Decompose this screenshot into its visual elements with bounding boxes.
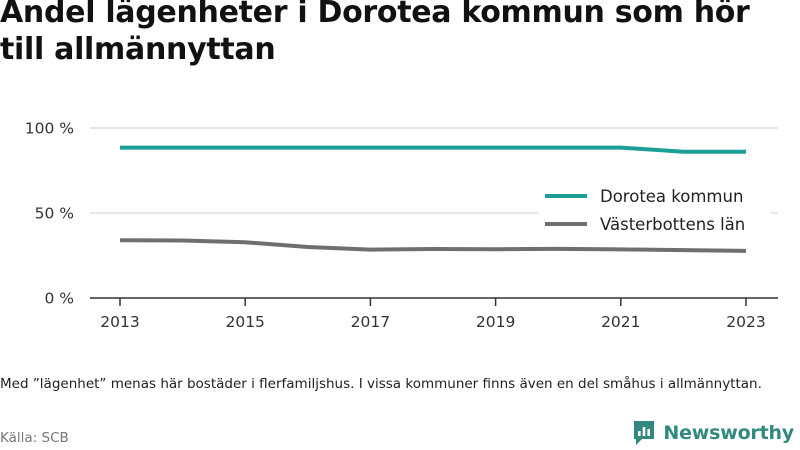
y-tick-label: 100 % bbox=[25, 120, 74, 138]
newsworthy-logo[interactable]: Newsworthy bbox=[632, 419, 794, 447]
y-tick-label: 50 % bbox=[35, 205, 74, 223]
legend-label: Västerbottens län bbox=[600, 215, 745, 234]
x-tick-label: 2015 bbox=[225, 313, 264, 331]
x-tick-label: 2023 bbox=[726, 313, 765, 331]
chart-title: Andel lägenheter i Dorotea kommun som hö… bbox=[0, 0, 750, 67]
source-label: Källa: SCB bbox=[0, 430, 69, 446]
x-tick-label: 2021 bbox=[601, 313, 640, 331]
x-tick-label: 2017 bbox=[351, 313, 390, 331]
footnote: Med ”lägenhet” menas här bostäder i fler… bbox=[0, 376, 762, 392]
series-line-dorotea bbox=[120, 145, 746, 154]
legend-label: Dorotea kommun bbox=[600, 187, 743, 206]
newsworthy-logo-icon bbox=[634, 421, 655, 445]
x-tick-label: 2019 bbox=[476, 313, 515, 331]
series-line-vasterbotten bbox=[119, 238, 747, 253]
x-tick-label: 2013 bbox=[100, 313, 139, 331]
y-tick-label: 0 % bbox=[44, 290, 74, 308]
logo-text: Newsworthy bbox=[663, 422, 794, 444]
